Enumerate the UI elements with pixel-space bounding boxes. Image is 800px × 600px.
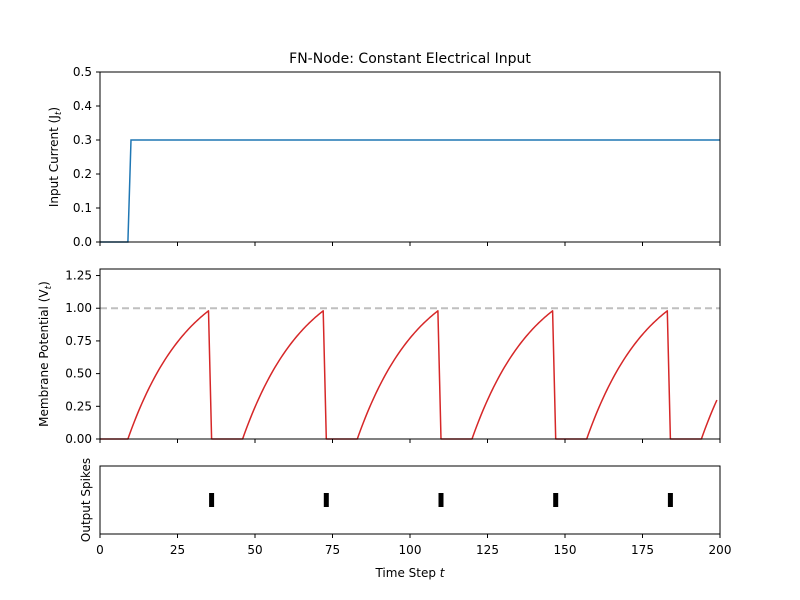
y-tick-label: 0.1 <box>73 201 92 215</box>
membrane-potential-series <box>100 310 718 440</box>
y-tick-label: 0.50 <box>65 367 92 381</box>
x-tick-label: 0 <box>96 543 104 557</box>
x-tick-label: 75 <box>325 543 340 557</box>
membrane-potential-y-ticks: 0.00 0.25 0.50 0.75 1.00 1.25 <box>65 269 100 446</box>
y-tick-label: 0.75 <box>65 334 92 348</box>
output-spikes-x-ticks: 0 25 50 75 100 125 150 175 200 <box>96 534 731 557</box>
membrane-potential-x-ticks <box>99 439 721 443</box>
y-tick-label: 1.00 <box>65 301 92 315</box>
spike-marker <box>553 493 559 507</box>
y-tick-label: 0.25 <box>65 399 92 413</box>
x-tick-label: 25 <box>170 543 185 557</box>
spike-marker <box>323 493 329 507</box>
output-spikes-frame <box>99 465 721 535</box>
x-tick-label: 175 <box>631 543 654 557</box>
input-current-panel: 0.0 0.1 0.2 0.3 0.4 0.5 Input Current (Jt) <box>47 65 721 249</box>
output-spikes-ylabel: Output Spikes <box>79 458 93 542</box>
x-tick-label: 200 <box>709 543 732 557</box>
spike-marker <box>667 493 673 507</box>
y-tick-label: 0.3 <box>73 133 92 147</box>
x-tick-label: 50 <box>247 543 262 557</box>
spike-marker <box>438 493 444 507</box>
y-tick-label: 0.0 <box>73 235 92 249</box>
input-current-series <box>100 139 720 243</box>
input-current-ylabel: Input Current (Jt) <box>47 107 64 207</box>
y-tick-label: 0.4 <box>73 99 92 113</box>
membrane-potential-frame <box>99 268 721 440</box>
x-axis-label: Time Step t <box>374 566 445 580</box>
output-spikes-panel: 0 25 50 75 100 125 150 175 200 Output Spikes Tim… <box>79 458 731 580</box>
input-current-y-ticks: 0.0 0.1 0.2 0.3 0.4 0.5 <box>73 65 100 249</box>
output-spikes-series <box>209 493 673 507</box>
x-tick-label: 125 <box>476 543 499 557</box>
input-current-line <box>100 139 720 243</box>
y-tick-label: 0.5 <box>73 65 92 79</box>
y-tick-label: 0.00 <box>65 432 92 446</box>
spike-marker <box>209 493 215 507</box>
membrane-potential-ylabel: Membrane Potential (Vt) <box>37 281 54 427</box>
chart-title: FN-Node: Constant Electrical Input <box>289 51 531 67</box>
y-tick-label: 1.25 <box>65 269 92 283</box>
x-tick-label: 100 <box>399 543 422 557</box>
x-tick-label: 150 <box>554 543 577 557</box>
input-current-x-ticks <box>99 242 721 246</box>
membrane-potential-panel: 0.00 0.25 0.50 0.75 1.00 1.25 Membrane Potent… <box>37 268 721 446</box>
input-current-frame <box>99 71 721 243</box>
membrane-potential-line <box>100 310 718 440</box>
y-tick-label: 0.2 <box>73 167 92 181</box>
